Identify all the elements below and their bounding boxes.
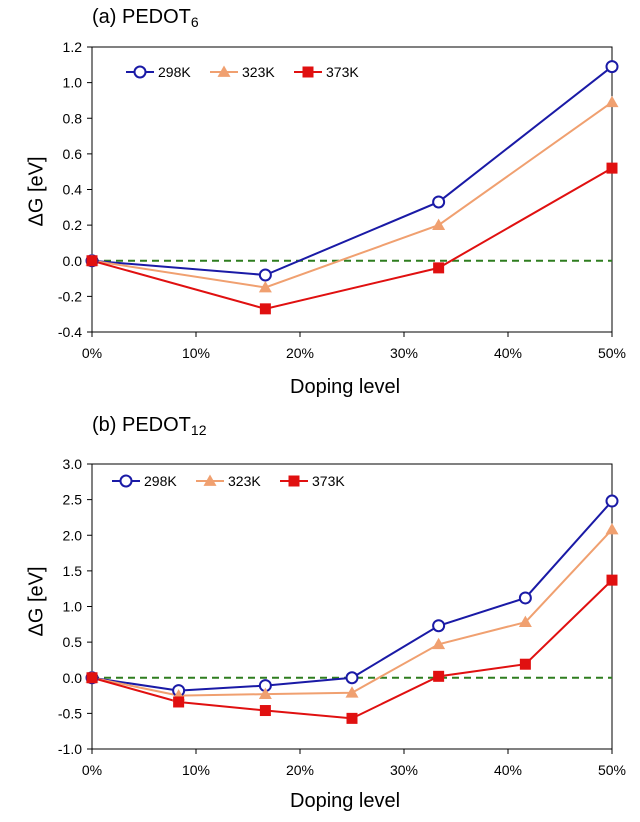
y-tick-label-a: -0.4 — [58, 324, 82, 340]
y-tick-label-b: 3.0 — [63, 456, 83, 472]
y-tick-label-a: 0.4 — [63, 182, 83, 198]
data-point-373k-b — [519, 658, 531, 670]
series-line-298k-a — [91, 65, 613, 277]
data-point-323k-a — [258, 280, 272, 293]
data-point-373k-a — [433, 262, 445, 274]
legend-label-298k-a: 298K — [158, 64, 191, 80]
data-point-298k-a — [432, 195, 446, 209]
x-tick-label-a: 20% — [286, 345, 314, 361]
data-point-298k-b — [518, 591, 532, 605]
legend-label-323k-a: 323K — [242, 64, 275, 80]
x-tick-label-b: 50% — [598, 762, 626, 778]
data-point-323k-b — [345, 686, 359, 698]
legend-marker-373k-a — [302, 66, 314, 78]
x-tick-label-b: 0% — [82, 762, 102, 778]
legend-label-323k-b: 323K — [228, 473, 261, 489]
data-point-323k-a — [432, 218, 446, 230]
y-tick-label-b: 0.0 — [63, 670, 83, 686]
x-tick-label-a: 30% — [390, 345, 418, 361]
data-point-373k-b — [173, 696, 185, 708]
y-tick-label-b: -1.0 — [58, 741, 82, 757]
x-tick-label-b: 20% — [286, 762, 314, 778]
x-tick-label-b: 30% — [390, 762, 418, 778]
chart-panel-b: (b) PEDOT12 ΔG [eV] Doping level -1.0 -0.… — [0, 410, 640, 822]
legend-marker-298k-a — [133, 65, 147, 79]
x-tick-label-a: 50% — [598, 345, 626, 361]
data-point-298k-a — [258, 268, 272, 282]
data-point-298k-b — [345, 671, 359, 685]
series-line-373k-b — [91, 579, 613, 720]
legend-marker-373k-b — [288, 475, 300, 487]
x-tick-label-b: 40% — [494, 762, 522, 778]
chart-plot-b: -1.0 -0.5 0.0 0.5 1.0 1.5 2.0 2.5 3.0 0% 10% 20% 30%… — [58, 456, 626, 778]
legend-marker-323k-a — [217, 65, 231, 77]
data-point-298k-b — [432, 619, 446, 633]
x-tick-label-a: 10% — [182, 345, 210, 361]
series-line-323k-a — [91, 101, 613, 289]
data-point-298k-b — [605, 494, 619, 508]
y-tick-label-b: 1.0 — [63, 599, 83, 615]
y-tick-label-b: 1.5 — [63, 563, 83, 579]
data-point-323k-b — [518, 615, 532, 628]
data-point-373k-b — [346, 712, 358, 724]
y-tick-label-a: 1.2 — [63, 39, 83, 55]
data-point-323k-b — [258, 687, 272, 700]
y-tick-label-a: 0.0 — [63, 253, 83, 269]
x-axis-label-a: Doping level — [290, 376, 401, 398]
legend-label-373k-a: 373K — [326, 64, 359, 80]
y-tick-label-a: -0.2 — [58, 288, 82, 304]
series-line-323k-b — [91, 528, 613, 697]
data-point-373k-b — [259, 705, 271, 717]
data-point-373k-a — [259, 303, 271, 315]
chart-panel-a: (a) PEDOT6 ΔG [eV] Doping level -0.4 -0.2… — [0, 0, 640, 410]
chart-title-a: (a) PEDOT6 — [92, 6, 199, 30]
x-tick-label-a: 40% — [494, 345, 522, 361]
data-point-323k-b — [605, 523, 619, 535]
legend-label-373k-b: 373K — [312, 473, 345, 489]
chart-plot-a: -0.4 -0.2 0.0 0.2 0.4 0.6 0.8 1.0 1.2 0% 10% 20% 30%… — [58, 39, 626, 361]
chart-title-b: (b) PEDOT12 — [92, 414, 207, 438]
data-point-373k-a — [606, 162, 618, 174]
data-point-298k-a — [605, 60, 619, 74]
data-point-373k-b — [606, 574, 618, 586]
y-tick-label-b: 2.5 — [63, 492, 83, 508]
data-point-373k-a — [86, 255, 98, 267]
data-point-373k-b — [86, 672, 98, 684]
y-tick-label-a: 0.2 — [63, 217, 83, 233]
y-tick-label-b: 0.5 — [63, 634, 83, 650]
data-point-323k-a — [605, 95, 619, 108]
series-line-373k-a — [91, 167, 613, 310]
plot-frame-b — [91, 463, 613, 750]
y-tick-label-b: 2.0 — [63, 527, 83, 543]
legend-marker-298k-b — [119, 474, 133, 488]
data-point-373k-b — [433, 670, 445, 682]
data-point-323k-b — [432, 637, 446, 650]
y-tick-label-a: 1.0 — [63, 75, 83, 91]
legend-marker-323k-b — [203, 474, 217, 486]
y-tick-label-a: 0.6 — [63, 146, 83, 162]
x-axis-label-b: Doping level — [290, 790, 401, 812]
x-tick-label-b: 10% — [182, 762, 210, 778]
y-tick-label-b: -0.5 — [58, 705, 82, 721]
series-line-298k-b — [91, 500, 613, 692]
x-tick-label-a: 0% — [82, 345, 102, 361]
legend-label-298k-b: 298K — [144, 473, 177, 489]
y-tick-label-a: 0.8 — [63, 110, 83, 126]
